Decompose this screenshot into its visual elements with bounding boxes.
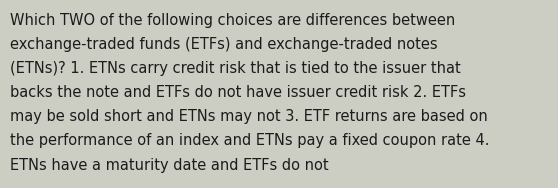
Text: exchange-traded funds (ETFs) and exchange-traded notes: exchange-traded funds (ETFs) and exchang…	[10, 37, 437, 52]
Text: (ETNs)? 1. ETNs carry credit risk that is tied to the issuer that: (ETNs)? 1. ETNs carry credit risk that i…	[10, 61, 461, 76]
Text: Which TWO of the following choices are differences between: Which TWO of the following choices are d…	[10, 13, 455, 28]
Text: backs the note and ETFs do not have issuer credit risk 2. ETFs: backs the note and ETFs do not have issu…	[10, 85, 466, 100]
Text: the performance of an index and ETNs pay a fixed coupon rate 4.: the performance of an index and ETNs pay…	[10, 133, 489, 149]
Text: ETNs have a maturity date and ETFs do not: ETNs have a maturity date and ETFs do no…	[10, 158, 329, 173]
Text: may be sold short and ETNs may not 3. ETF returns are based on: may be sold short and ETNs may not 3. ET…	[10, 109, 488, 124]
